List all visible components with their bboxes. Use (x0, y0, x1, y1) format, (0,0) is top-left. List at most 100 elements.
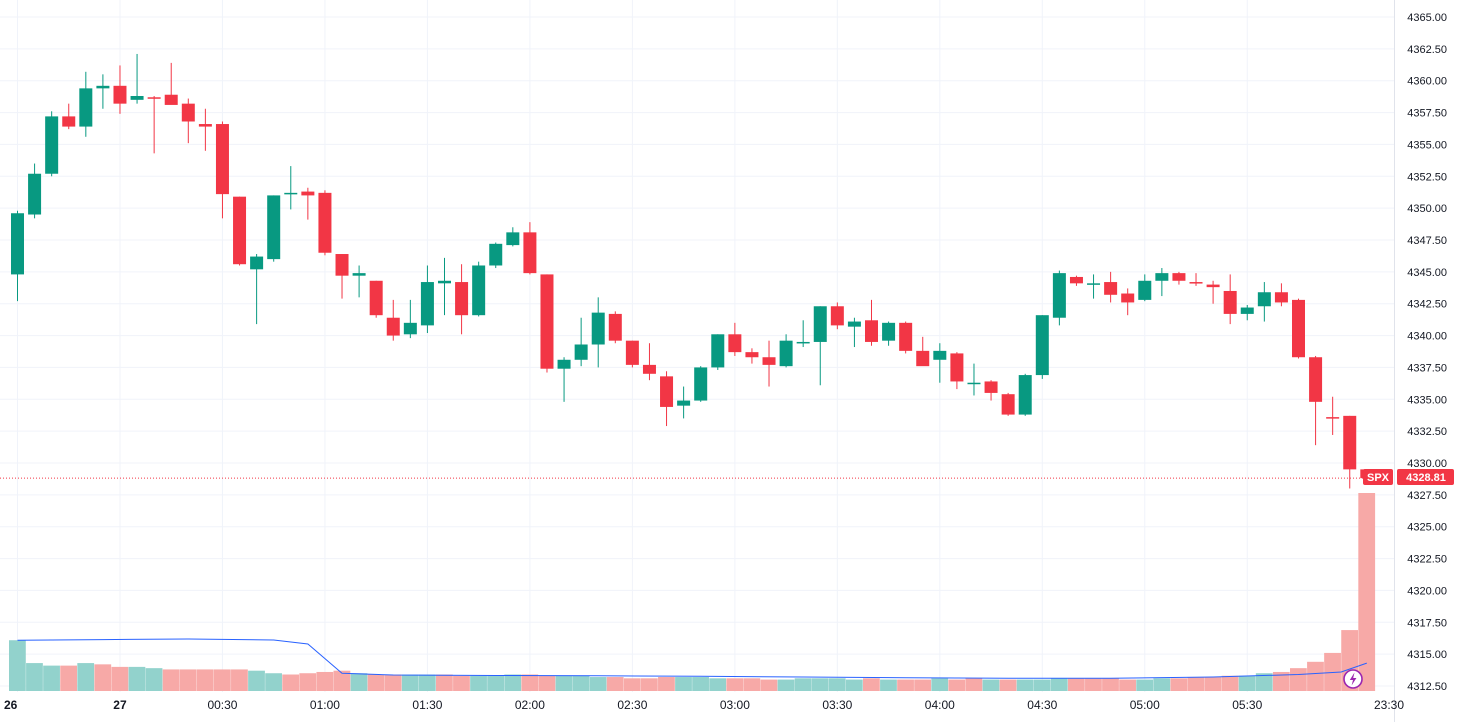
candle[interactable] (1035, 315, 1049, 379)
candle[interactable] (62, 103, 76, 130)
candle[interactable] (523, 222, 537, 275)
candle[interactable] (608, 311, 622, 344)
candle[interactable] (386, 299, 400, 341)
candle[interactable] (1172, 271, 1186, 285)
candle[interactable] (438, 257, 451, 316)
candle[interactable] (1240, 304, 1254, 321)
candle[interactable] (916, 336, 930, 367)
candle[interactable] (455, 264, 469, 335)
candle[interactable] (250, 254, 264, 325)
candle[interactable] (711, 334, 725, 370)
time-tick-label: 03:30 (822, 698, 852, 712)
candle[interactable] (45, 111, 59, 177)
candle[interactable] (762, 340, 776, 387)
candle[interactable] (489, 242, 503, 269)
candle[interactable] (694, 366, 708, 402)
candle[interactable] (574, 317, 588, 367)
candle[interactable] (1001, 392, 1015, 416)
candle[interactable] (267, 195, 281, 262)
candle[interactable] (233, 196, 247, 266)
volume-bar (384, 674, 402, 691)
volume-bar (316, 671, 334, 691)
candle-body (301, 191, 315, 196)
candle[interactable] (113, 65, 127, 114)
candle[interactable] (147, 96, 161, 154)
candle[interactable] (1326, 396, 1340, 435)
candle[interactable] (540, 274, 554, 373)
candle[interactable] (1206, 280, 1220, 304)
candle[interactable] (181, 98, 195, 144)
candle[interactable] (865, 299, 878, 346)
candle[interactable] (472, 261, 486, 317)
candle[interactable] (745, 348, 759, 364)
volume-bar (982, 679, 1000, 691)
candle[interactable] (882, 321, 896, 346)
candle[interactable] (625, 340, 639, 368)
candle[interactable] (1292, 298, 1305, 359)
candle[interactable] (1309, 355, 1323, 446)
candle[interactable] (1121, 288, 1135, 316)
candle-body (779, 340, 793, 367)
lightning-icon[interactable] (1343, 669, 1363, 689)
candle[interactable] (779, 334, 793, 368)
candle[interactable] (642, 343, 656, 381)
candle[interactable] (967, 363, 981, 396)
candle[interactable] (420, 265, 434, 334)
candle[interactable] (728, 322, 742, 356)
candle-body (1274, 292, 1288, 303)
candle[interactable] (28, 163, 42, 219)
candle[interactable] (847, 317, 861, 348)
price-axis[interactable]: 4365.00 4362.50 4360.00 4357.50 4355.00 4352.… (1407, 12, 1447, 693)
candle[interactable] (591, 297, 605, 368)
candle-body (1240, 307, 1254, 314)
candle-body (677, 400, 691, 406)
candle[interactable] (79, 71, 93, 137)
candle[interactable] (369, 280, 383, 318)
candle[interactable] (813, 306, 827, 386)
volume-bar (487, 675, 505, 691)
time-axis[interactable]: 26 27 00:30 01:00 01:30 02:00 02:30 03:00 03:30 0… (4, 698, 1404, 712)
candle[interactable] (557, 357, 571, 402)
candle[interactable] (1343, 415, 1357, 489)
candle[interactable] (899, 321, 913, 354)
candle[interactable] (318, 190, 332, 256)
candle[interactable] (96, 74, 110, 109)
candle[interactable] (933, 343, 947, 383)
candle[interactable] (403, 299, 417, 339)
volume-bar (1153, 678, 1171, 691)
volume-bar (60, 665, 78, 691)
candle[interactable] (1052, 270, 1066, 326)
candle[interactable] (1274, 283, 1288, 307)
candle[interactable] (660, 371, 674, 427)
candle[interactable] (677, 386, 691, 419)
candle[interactable] (1018, 373, 1032, 416)
candle[interactable] (198, 108, 212, 151)
candle[interactable] (1189, 273, 1203, 286)
candle[interactable] (1087, 274, 1101, 299)
candle[interactable] (796, 320, 810, 348)
candle[interactable] (1138, 274, 1152, 302)
candle[interactable] (11, 210, 24, 302)
candlesticks[interactable] (11, 53, 1374, 489)
volume-bar (743, 678, 761, 691)
candle[interactable] (1257, 282, 1271, 322)
candle[interactable] (984, 380, 998, 401)
candle[interactable] (352, 265, 366, 298)
candle[interactable] (1223, 274, 1237, 325)
candle[interactable] (164, 62, 178, 105)
candle[interactable] (1104, 271, 1118, 303)
candle[interactable] (335, 254, 349, 299)
candle[interactable] (1155, 268, 1169, 297)
candle[interactable] (301, 187, 315, 220)
candle[interactable] (830, 302, 844, 330)
candle[interactable] (506, 227, 520, 247)
candle[interactable] (130, 53, 144, 104)
candle[interactable] (1069, 275, 1083, 286)
candle[interactable] (284, 166, 298, 210)
symbol-badge-bg (1363, 469, 1393, 485)
candle[interactable] (950, 352, 964, 390)
price-tick-label: 4347.50 (1407, 235, 1447, 247)
candle[interactable] (215, 121, 229, 219)
